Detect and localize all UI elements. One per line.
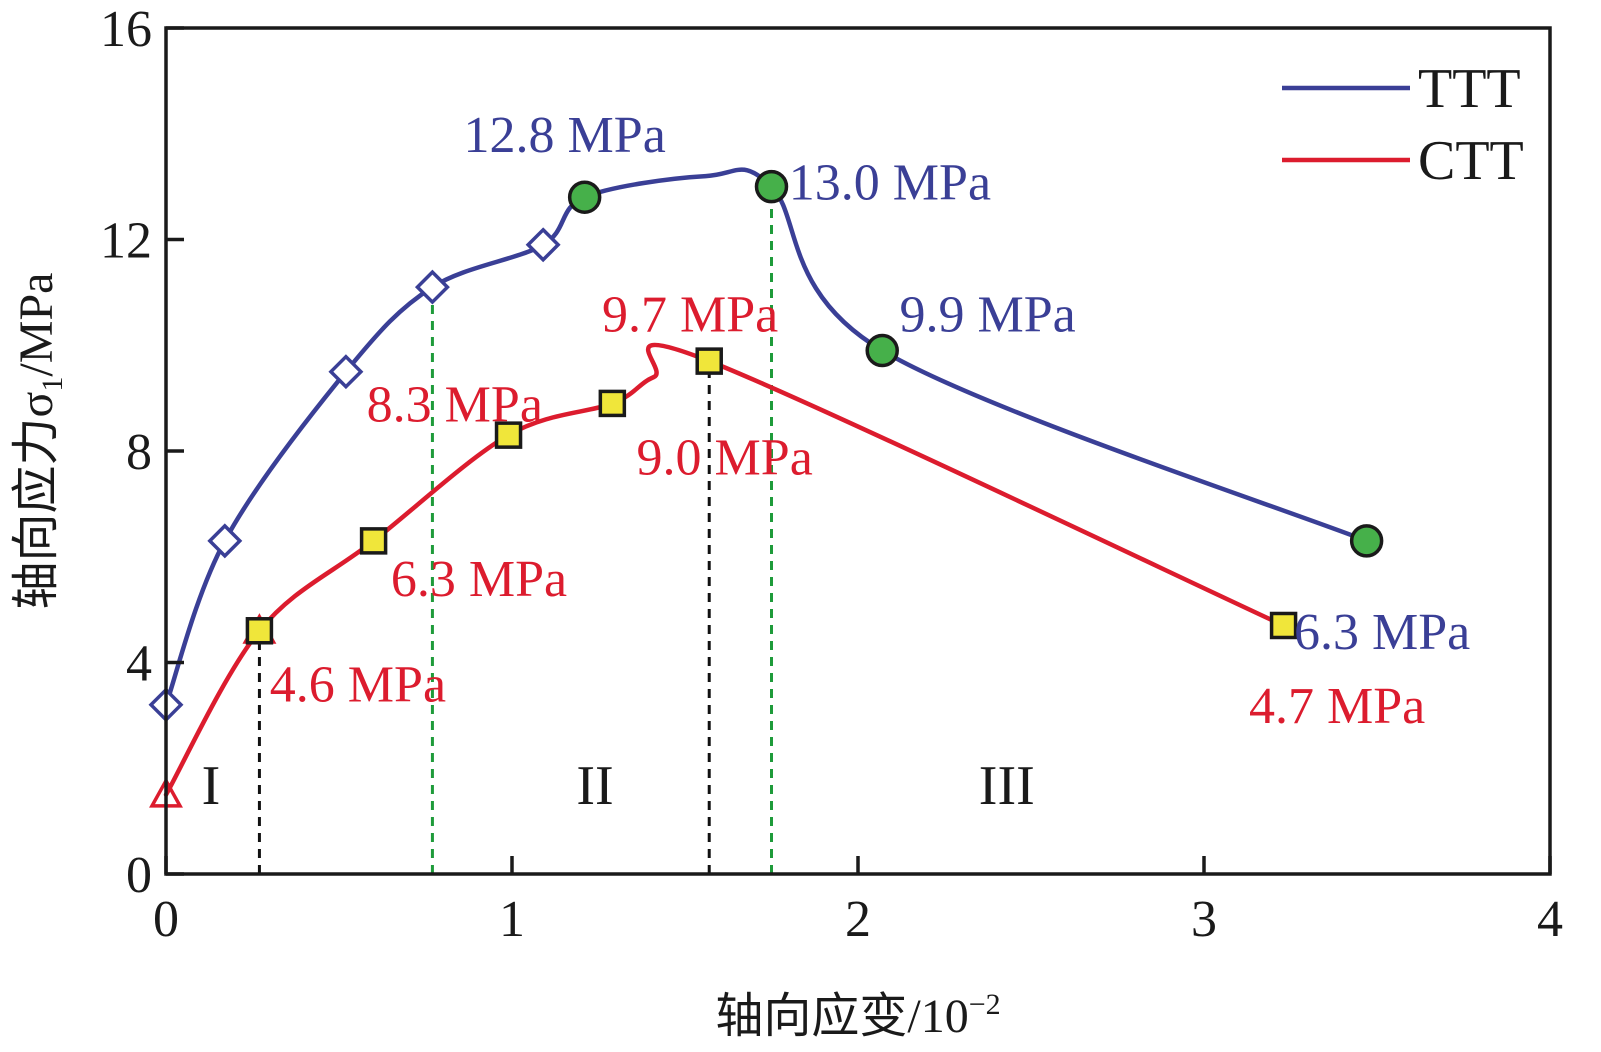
- axis-ticks: [164, 26, 1552, 876]
- ttt-circle-marker-2: [865, 333, 899, 368]
- ttt-circle-marker-0: [567, 180, 602, 214]
- value-annotation-3: 6.3 MPa: [1294, 604, 1470, 661]
- ctt-square-marker-1: [359, 527, 388, 555]
- region-label-2: III: [979, 755, 1035, 817]
- ttt-diamond-marker-3: [414, 269, 450, 305]
- ctt-square-marker-5: [1269, 611, 1298, 640]
- ctt-square-marker-3: [598, 389, 627, 418]
- ttt-diamond-marker-1: [207, 523, 243, 559]
- x-tick-label-2: 2: [845, 891, 871, 948]
- value-annotation-4: 9.7 MPa: [602, 287, 778, 344]
- ctt-square-marker-2: [494, 421, 523, 449]
- value-annotation-1: 13.0 MPa: [789, 154, 991, 211]
- y-axis-title: 轴向应力σ1/MPa: [10, 273, 69, 610]
- legend: TTT CTT: [1282, 58, 1524, 192]
- legend-label-ctt: CTT: [1418, 130, 1524, 192]
- ttt-diamond-marker-4: [525, 227, 561, 263]
- legend-label-ttt: TTT: [1418, 58, 1521, 120]
- region-label-1: II: [576, 755, 613, 817]
- value-annotation-9: 4.7 MPa: [1249, 678, 1425, 735]
- region-label-0: I: [202, 755, 221, 817]
- y-tick-label-2: 8: [126, 424, 152, 481]
- ttt-circle-marker-3: [1349, 524, 1384, 558]
- vertical-guide-lines: [257, 186, 773, 874]
- value-annotation-8: 4.6 MPa: [270, 657, 446, 714]
- x-tick-label-3: 3: [1191, 891, 1217, 948]
- x-axis-title: 轴向应变/10−2: [715, 988, 1000, 1043]
- x-tick-label-4: 4: [1537, 891, 1563, 948]
- data-point-markers: [148, 169, 1384, 808]
- y-tick-label-4: 16: [100, 1, 152, 58]
- ctt-square-marker-4: [695, 347, 723, 375]
- ttt-circle-marker-1: [754, 169, 789, 204]
- value-annotation-2: 9.9 MPa: [900, 287, 1076, 344]
- series-line-ctt: [163, 342, 1286, 797]
- y-tick-label-1: 4: [126, 636, 152, 693]
- ctt-square-marker-0: [245, 617, 274, 645]
- y-tick-label-0: 0: [126, 847, 152, 904]
- x-tick-label-1: 1: [499, 891, 525, 948]
- ttt-diamond-marker-2: [328, 354, 364, 390]
- value-annotation-0: 12.8 MPa: [464, 107, 666, 164]
- value-annotation-7: 6.3 MPa: [391, 551, 567, 608]
- y-tick-label-3: 12: [100, 213, 152, 270]
- x-tick-label-0: 0: [153, 891, 179, 948]
- value-annotation-5: 8.3 MPa: [367, 376, 543, 433]
- value-annotation-6: 9.0 MPa: [637, 429, 813, 486]
